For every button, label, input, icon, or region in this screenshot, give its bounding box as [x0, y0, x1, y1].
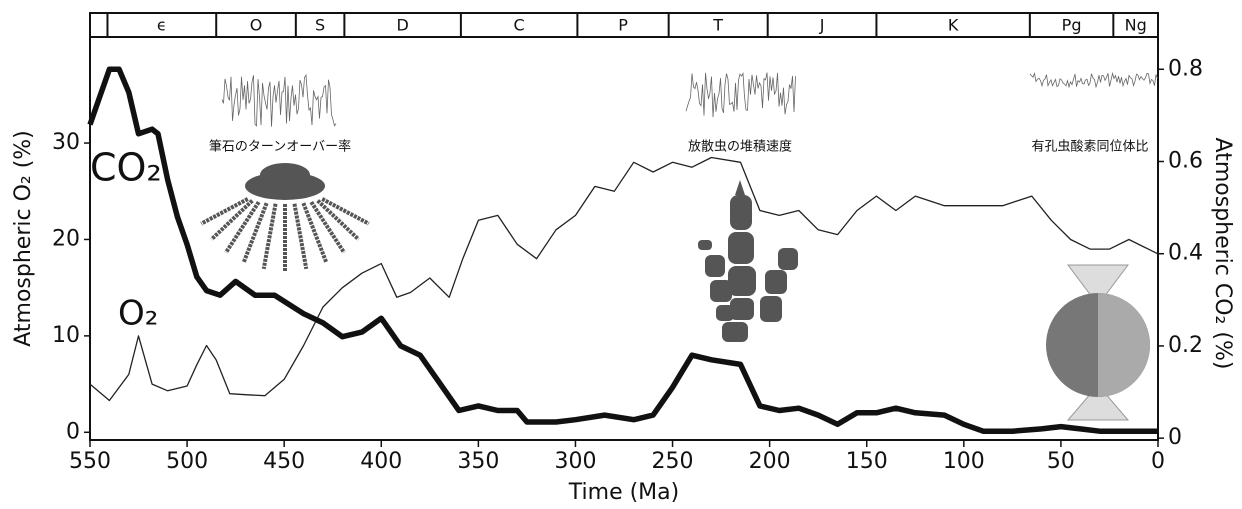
series-line: [89, 156, 1159, 402]
annotation: 有孔虫酸素同位体比: [1031, 140, 1148, 155]
arrow-icon: [241, 202, 269, 264]
x-tick-label: 150: [846, 449, 888, 474]
x-tick-label: 100: [943, 449, 985, 474]
x-tick-label: 0: [1151, 449, 1165, 474]
y2-tick-label: 0.8: [1168, 56, 1203, 81]
arrow-icon: [200, 197, 249, 226]
period-label: C: [514, 16, 525, 35]
x-tick-label: 300: [554, 449, 596, 474]
period-label: Pg: [1062, 16, 1082, 35]
x-tick-label: 200: [749, 449, 791, 474]
y2-axis-label: Atmospheric CO₂ (%): [1210, 138, 1235, 370]
cloud-icon: [260, 163, 310, 187]
plot-frame: [89, 36, 1159, 441]
footprint-icon: [698, 180, 798, 342]
y-tick-label: 20: [52, 226, 80, 251]
annotation: 筆石のターンオーバー率: [209, 139, 351, 155]
series-label: O₂: [118, 294, 158, 334]
arrow-icon: [210, 199, 254, 241]
earth-icon: [1046, 264, 1150, 421]
arrow-icon: [261, 203, 278, 270]
x-tick-label: 250: [652, 449, 694, 474]
arrow-icon: [224, 200, 261, 254]
arrow-icon: [309, 200, 346, 254]
proxy-trace: [685, 72, 796, 118]
period-label: D: [396, 16, 408, 35]
arrow-icon: [321, 197, 370, 226]
period-label: T: [712, 16, 723, 35]
period-label: ϵ: [157, 16, 167, 35]
x-tick-label: 450: [263, 449, 305, 474]
series-line: [87, 66, 1158, 434]
period-label: S: [315, 16, 325, 35]
period-label: Ng: [1125, 16, 1147, 35]
x-tick-label: 350: [457, 449, 499, 474]
y-tick-label: 30: [52, 130, 80, 155]
arrow-icon: [292, 203, 309, 270]
x-tick-label: 500: [166, 449, 208, 474]
y2-tick-label: 0.4: [1168, 241, 1203, 266]
x-axis-label: Time (Ma): [568, 480, 679, 505]
y2-tick-label: 0.6: [1168, 148, 1203, 173]
period-label: K: [948, 16, 959, 35]
proxy-trace: [1029, 71, 1158, 89]
y-tick-label: 0: [66, 419, 80, 444]
y2-tick-label: 0.2: [1168, 333, 1203, 358]
y-tick-label: 10: [52, 323, 80, 348]
period-label: O: [250, 16, 263, 35]
decoration: [245, 163, 1150, 421]
x-tick-label: 400: [360, 449, 402, 474]
period-label: P: [618, 16, 628, 35]
y2-tick-label: 0: [1168, 425, 1182, 450]
series-label: CO₂: [90, 146, 162, 190]
y-axis-label: Atmospheric O₂ (%): [11, 130, 36, 347]
arrow-icon: [316, 199, 360, 241]
x-tick-label: 50: [1047, 449, 1075, 474]
x-tick-label: 550: [69, 449, 111, 474]
annotation: 放散虫の堆積速度: [688, 139, 792, 155]
period-label: J: [819, 16, 825, 35]
arrow-icon: [301, 202, 329, 264]
proxy-trace: [221, 73, 337, 127]
